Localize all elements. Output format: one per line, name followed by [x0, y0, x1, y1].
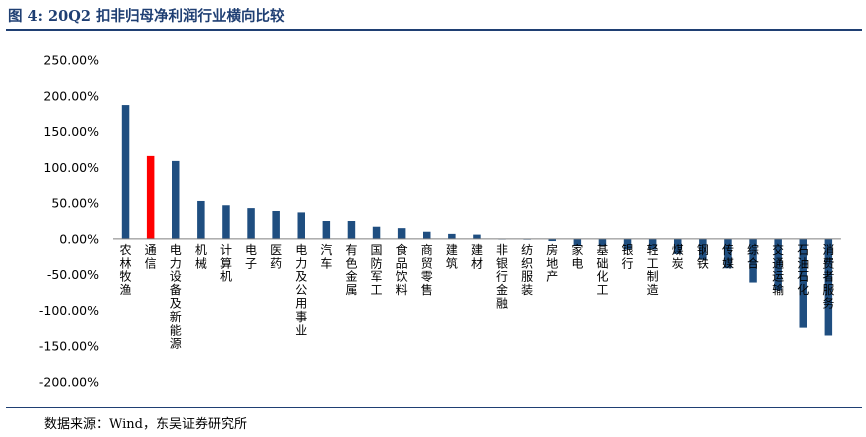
bar — [397, 228, 406, 239]
category-label: 家电 — [571, 242, 583, 270]
category-label: 汽车 — [320, 242, 332, 270]
bar — [448, 233, 456, 239]
y-tick-label: 0.00% — [59, 231, 99, 246]
category-label: 机械 — [195, 243, 207, 270]
category-label: 计算机 — [220, 243, 232, 284]
bar — [648, 238, 657, 250]
bar — [121, 105, 130, 239]
y-tick-label: -50.00% — [47, 267, 99, 282]
category-label: 商贸零售 — [421, 242, 433, 297]
bar — [372, 226, 381, 239]
category-label: 基础化工 — [596, 243, 608, 297]
y-tick-label: -100.00% — [39, 303, 99, 318]
bar — [473, 234, 481, 239]
category-label: 银行 — [622, 243, 634, 270]
bar — [297, 212, 305, 239]
category-label: 有色金属 — [345, 243, 357, 297]
bar — [699, 238, 707, 260]
bar — [197, 200, 205, 239]
bar — [598, 238, 607, 247]
source-note: 数据来源：Wind，东吴证券研究所 — [44, 417, 247, 432]
bar — [774, 238, 782, 291]
category-label: 医药 — [270, 243, 282, 270]
category-label: 非银行金融 — [496, 243, 508, 311]
category-label: 石油石化 — [797, 243, 809, 297]
y-axis-ticks: 250.00% 200.00% 150.00% 100.00% 50.00% 0.00% -… — [39, 53, 99, 390]
source-rule — [6, 407, 862, 408]
bar — [347, 221, 356, 239]
bar — [322, 221, 331, 239]
category-label: 煤炭 — [672, 243, 684, 270]
bar — [548, 238, 556, 242]
bar — [272, 210, 280, 239]
category-label: 国防军工 — [371, 243, 383, 297]
bar — [799, 238, 807, 328]
category-label: 传媒 — [722, 242, 734, 270]
bar — [724, 238, 732, 269]
category-label: 食品饮料 — [396, 242, 408, 297]
category-label: 农林牧渔 — [120, 243, 132, 297]
figure-title: 图 4: 20Q2 扣非归母净利润行业横向比较 — [8, 8, 285, 25]
bar — [623, 238, 632, 250]
category-label: 房地产 — [546, 242, 558, 284]
bar — [172, 160, 180, 239]
category-label: 电力及公用事业 — [295, 243, 307, 337]
category-label: 电子 — [245, 243, 257, 270]
y-tick-label: 150.00% — [43, 124, 99, 139]
y-tick-label: 50.00% — [51, 196, 99, 211]
bars — [121, 105, 833, 336]
category-label: 建材 — [471, 243, 483, 270]
y-tick-label: -200.00% — [39, 375, 99, 390]
category-label: 交通运输 — [772, 242, 784, 297]
y-tick-label: 100.00% — [43, 160, 99, 175]
category-label: 综合 — [747, 243, 759, 270]
bar — [146, 155, 155, 239]
bar — [247, 208, 255, 239]
y-tick-label: -150.00% — [39, 339, 99, 354]
category-label: 纺织服装 — [521, 243, 533, 297]
title-rule — [6, 29, 862, 31]
bar — [674, 238, 682, 254]
category-label: 通信 — [145, 243, 157, 270]
y-tick-label: 250.00% — [43, 53, 99, 68]
bar — [222, 205, 230, 239]
category-label: 轻工制造 — [647, 243, 659, 297]
category-label: 消费者服务 — [822, 243, 834, 311]
category-label: 建筑 — [446, 243, 458, 270]
bar — [573, 238, 582, 247]
category-label: 钢铁 — [697, 243, 709, 270]
bar — [749, 238, 757, 283]
bar — [423, 231, 431, 239]
y-tick-label: 200.00% — [43, 88, 99, 103]
bar — [824, 238, 833, 336]
category-label: 电力设备及新能源 — [170, 243, 182, 351]
